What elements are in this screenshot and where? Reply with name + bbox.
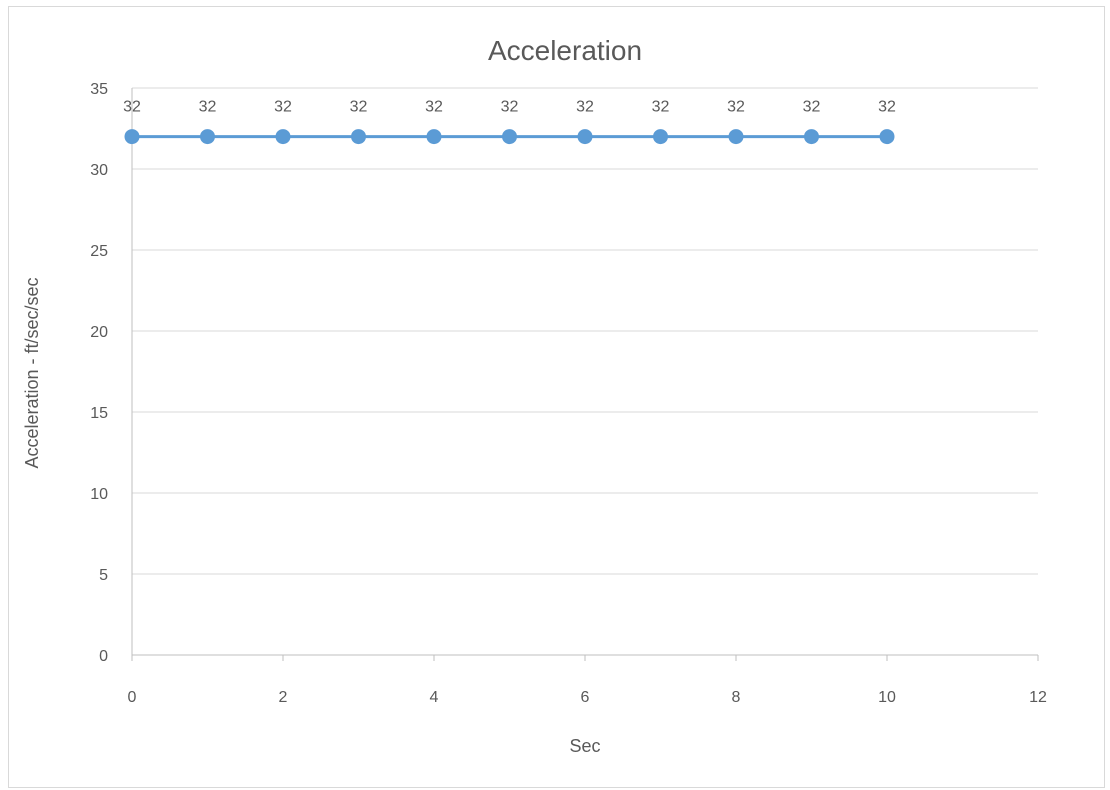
gridlines [132,87,1038,575]
data-label: 32 [274,99,292,116]
y-tick-label: 15 [90,405,108,422]
x-tick-label: 4 [430,689,439,706]
x-tick-label: 2 [279,689,288,706]
data-label: 32 [878,99,896,116]
data-point [577,129,593,145]
series-layer [124,129,895,145]
y-tick-labels: 0 5 10 15 20 25 30 35 [90,81,108,665]
x-tick-label: 10 [878,689,896,706]
y-tick-label: 0 [99,648,108,665]
axes [131,88,1039,661]
x-tick-label: 0 [128,689,137,706]
y-tick-label: 20 [90,324,108,341]
x-tick-label: 8 [732,689,741,706]
data-label: 32 [350,99,368,116]
data-label: 32 [501,99,519,116]
x-tick-label: 6 [581,689,590,706]
data-point [124,129,140,145]
y-tick-label: 10 [90,486,108,503]
y-tick-label: 25 [90,243,108,260]
y-tick-label: 30 [90,162,108,179]
chart-title: Acceleration [488,35,642,66]
y-tick-label: 5 [99,567,108,584]
data-point [502,129,517,145]
data-point [879,129,895,145]
data-label: 32 [803,99,821,116]
data-point [804,129,819,145]
data-label: 32 [123,99,141,116]
data-point [728,129,744,145]
data-label: 32 [425,99,443,116]
x-tick-label: 12 [1029,689,1047,706]
data-point [351,129,366,145]
x-tick-labels: 0 2 4 6 8 10 12 [128,689,1047,706]
data-label: 32 [727,99,745,116]
data-point [426,129,442,145]
data-label: 32 [652,99,670,116]
data-label: 32 [576,99,594,116]
data-point [653,129,668,145]
data-labels: 32 32 32 32 32 32 32 32 32 32 32 [123,99,896,116]
data-point [275,129,291,145]
y-tick-label: 35 [90,81,108,98]
y-axis-label: Acceleration - ft/sec/sec [22,277,42,468]
data-label: 32 [199,99,217,116]
data-point [200,129,215,145]
x-axis-label: Sec [569,736,600,756]
